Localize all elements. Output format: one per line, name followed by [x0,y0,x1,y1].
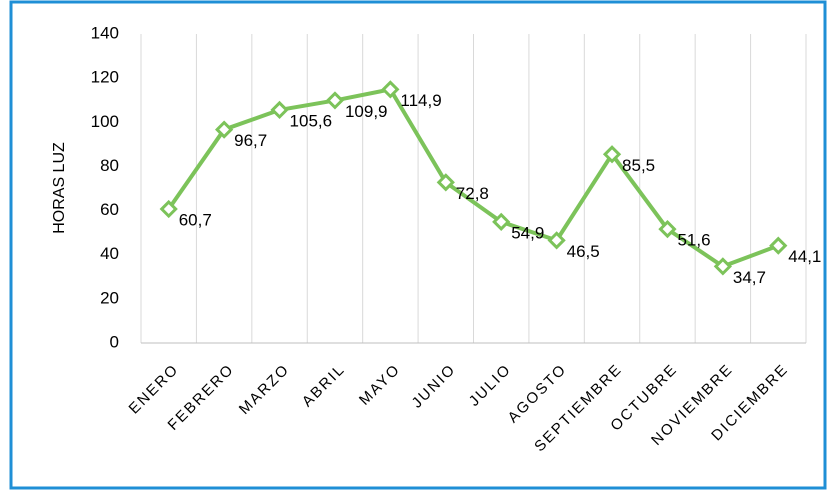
point-marker [602,145,622,164]
point-marker [270,100,289,120]
data-label: 51,6 [677,231,710,250]
point-marker [769,236,788,255]
data-label: 114,9 [400,91,441,110]
point-marker [325,91,345,110]
data-label: 85,5 [622,156,655,175]
y-tick-label: 0 [110,332,119,351]
data-label: 72,8 [456,184,489,203]
data-label: 44,1 [788,247,821,266]
y-tick-label: 40 [100,244,119,263]
data-label: 109,9 [345,102,388,121]
point-marker [713,257,732,276]
data-label: 46,5 [567,242,600,261]
point-marker [658,219,677,239]
y-tick-label: 100 [91,112,119,131]
data-label: 96,7 [234,131,267,150]
y-tick-label: 120 [91,68,119,87]
y-tick-label: 80 [100,156,119,175]
data-label: 105,6 [290,111,333,130]
point-marker [159,199,178,219]
y-tick-label: 60 [100,200,119,219]
point-marker [215,120,234,139]
data-label: 60,7 [179,211,212,230]
point-marker [492,212,511,231]
y-axis-label: HORAS LUZ [51,142,68,234]
point-marker [436,173,455,192]
point-marker [381,80,400,99]
y-tick-label: 140 [91,23,119,42]
data-label: 54,9 [511,223,544,242]
y-tick-label: 20 [100,288,119,307]
series-line [167,87,779,269]
data-label: 34,7 [733,268,766,287]
point-marker [547,231,566,250]
